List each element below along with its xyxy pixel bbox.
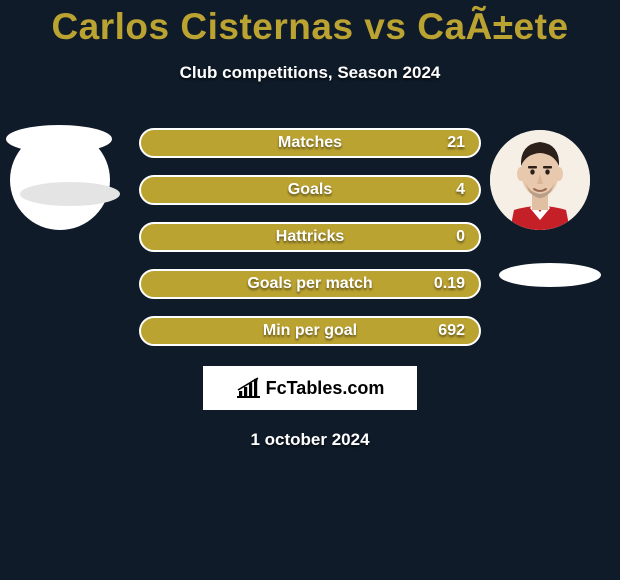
stat-bar-label: Hattricks xyxy=(276,228,344,246)
stat-bar-value: 692 xyxy=(438,322,465,340)
stat-bar: Goals per match 0.19 xyxy=(139,269,481,299)
bar-chart-icon xyxy=(236,377,262,399)
stat-bar-label: Min per goal xyxy=(263,322,357,340)
stat-bar: Hattricks 0 xyxy=(139,222,481,252)
player-icon xyxy=(490,130,590,230)
date-label: 1 october 2024 xyxy=(0,430,620,450)
stat-bar: Goals 4 xyxy=(139,175,481,205)
stat-bar-value: 0.19 xyxy=(434,275,465,293)
stat-bar: Matches 21 xyxy=(139,128,481,158)
stat-bars: Matches 21 Goals 4 Hattricks 0 Goals per match… xyxy=(139,128,481,346)
stat-bar-value: 0 xyxy=(456,228,465,246)
subtitle: Club competitions, Season 2024 xyxy=(0,63,620,83)
page-title: Carlos Cisternas vs CaÃ±ete xyxy=(0,0,620,48)
ellipse-shadow-left-2 xyxy=(20,182,120,206)
stat-bar-label: Goals xyxy=(288,181,332,199)
brand-logo-text: FcTables.com xyxy=(266,378,385,399)
ellipse-shadow-left-1 xyxy=(6,125,112,153)
avatar-right xyxy=(490,130,590,230)
stat-bar: Min per goal 692 xyxy=(139,316,481,346)
brand-logo: FcTables.com xyxy=(203,366,417,410)
ellipse-shadow-right xyxy=(499,263,601,287)
stat-bar-value: 21 xyxy=(447,134,465,152)
stat-bar-label: Matches xyxy=(278,134,342,152)
stats-area: Matches 21 Goals 4 Hattricks 0 Goals per match… xyxy=(0,103,620,346)
stat-bar-value: 4 xyxy=(456,181,465,199)
stat-bar-label: Goals per match xyxy=(247,275,372,293)
